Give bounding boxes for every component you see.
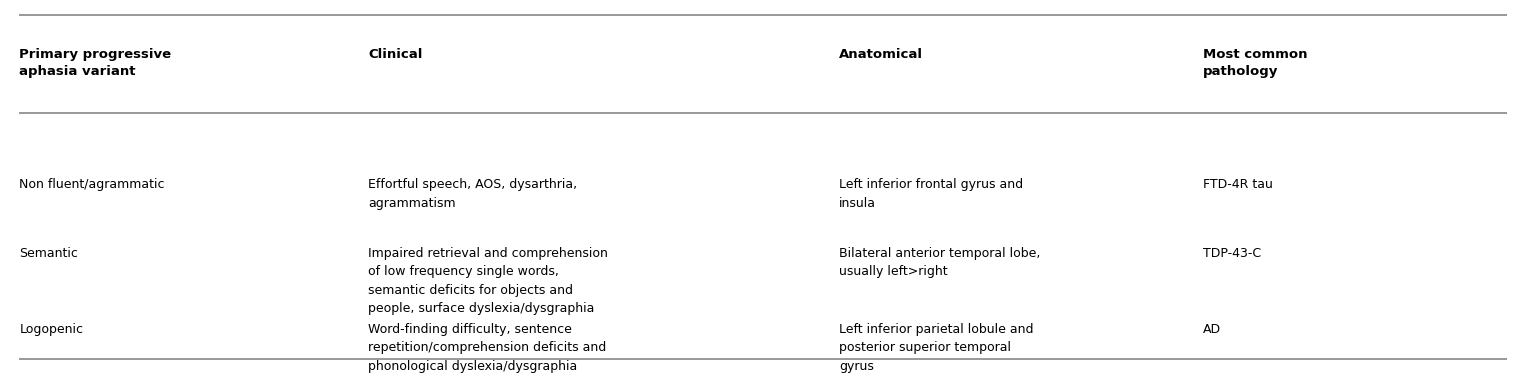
Text: Anatomical: Anatomical — [839, 48, 923, 60]
Text: FTD-4R tau: FTD-4R tau — [1202, 178, 1273, 191]
Text: Bilateral anterior temporal lobe,
usually left>right: Bilateral anterior temporal lobe, usuall… — [839, 247, 1041, 278]
Text: Non fluent/agrammatic: Non fluent/agrammatic — [20, 178, 165, 191]
Text: Effortful speech, AOS, dysarthria,
agrammatism: Effortful speech, AOS, dysarthria, agram… — [368, 178, 577, 209]
Text: Clinical: Clinical — [368, 48, 423, 60]
Text: Impaired retrieval and comprehension
of low frequency single words,
semantic def: Impaired retrieval and comprehension of … — [368, 247, 609, 315]
Text: Left inferior parietal lobule and
posterior superior temporal
gyrus: Left inferior parietal lobule and poster… — [839, 323, 1033, 373]
Text: Semantic: Semantic — [20, 247, 78, 260]
Text: AD: AD — [1202, 323, 1221, 336]
Text: TDP-43-C: TDP-43-C — [1202, 247, 1262, 260]
Text: Left inferior frontal gyrus and
insula: Left inferior frontal gyrus and insula — [839, 178, 1022, 209]
Text: Primary progressive
aphasia variant: Primary progressive aphasia variant — [20, 48, 171, 78]
Text: Logopenic: Logopenic — [20, 323, 84, 336]
Text: Word-finding difficulty, sentence
repetition/comprehension deficits and
phonolog: Word-finding difficulty, sentence repeti… — [368, 323, 607, 373]
Text: Most common
pathology: Most common pathology — [1202, 48, 1308, 78]
